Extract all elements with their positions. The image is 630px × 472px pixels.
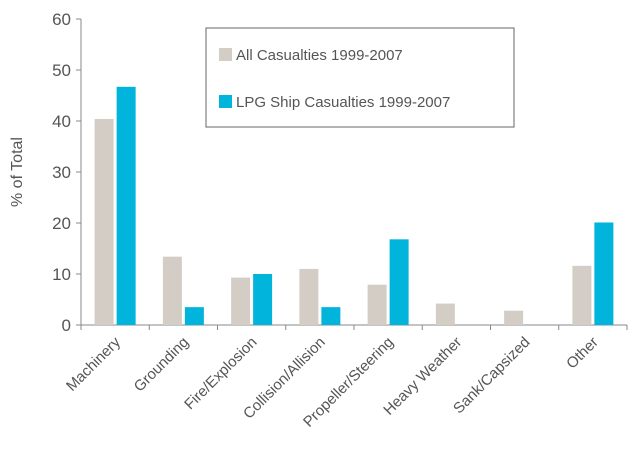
bar-all-grounding bbox=[162, 256, 182, 325]
bar-lpg-fire-explosion bbox=[253, 274, 273, 325]
bar-all-propeller-steering bbox=[367, 284, 387, 325]
bar-lpg-collision-allision bbox=[321, 307, 341, 325]
x-tick-label: Grounding bbox=[131, 334, 193, 396]
legend: All Casualties 1999-2007 LPG Ship Casual… bbox=[205, 27, 515, 128]
legend-box bbox=[205, 27, 515, 128]
bar-all-other bbox=[572, 265, 592, 325]
y-tick-label: 60 bbox=[52, 10, 71, 29]
y-tick-label: 40 bbox=[52, 112, 71, 131]
bar-lpg-grounding bbox=[184, 307, 204, 325]
bar-lpg-other bbox=[594, 222, 614, 325]
y-tick-label: 50 bbox=[52, 61, 71, 80]
x-tick-label: Machinery bbox=[63, 333, 124, 394]
legend-label-lpg: LPG Ship Casualties 1999-2007 bbox=[236, 94, 450, 111]
bar-all-fire-explosion bbox=[231, 277, 251, 325]
y-tick-label: 30 bbox=[52, 163, 71, 182]
bar-all-machinery bbox=[94, 118, 114, 326]
bar-lpg-machinery bbox=[116, 86, 136, 325]
legend-label-all: All Casualties 1999-2007 bbox=[236, 47, 403, 64]
y-tick-label: 20 bbox=[52, 214, 71, 233]
legend-swatch-all bbox=[219, 48, 232, 61]
bar-lpg-propeller-steering bbox=[389, 239, 409, 325]
legend-swatch-lpg bbox=[219, 95, 232, 108]
bar-all-sank-capsized bbox=[504, 310, 524, 325]
y-tick-label: 0 bbox=[62, 316, 71, 335]
x-tick-label: Other bbox=[563, 334, 602, 373]
y-axis-label: % of Total bbox=[9, 137, 26, 207]
bar-all-heavy-weather bbox=[435, 303, 455, 325]
y-tick-label: 10 bbox=[52, 265, 71, 284]
bar-all-collision-allision bbox=[299, 268, 319, 325]
